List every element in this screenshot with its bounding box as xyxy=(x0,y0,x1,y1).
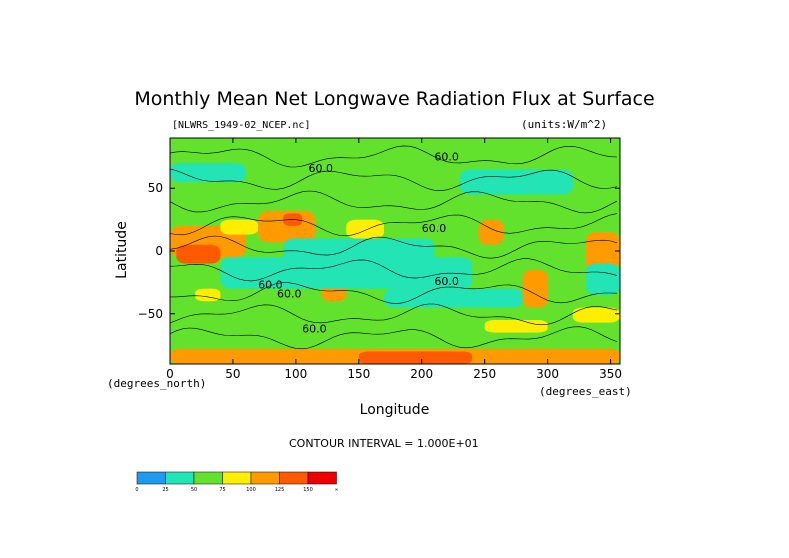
field-region xyxy=(459,169,573,195)
contour-line xyxy=(170,145,617,168)
y-tick-label: 0 xyxy=(155,244,163,258)
contour-label: 60.0 xyxy=(277,287,302,300)
x-tick-label: 150 xyxy=(347,367,370,381)
colorbar-label: 150 xyxy=(303,487,313,493)
colorbar-swatch xyxy=(222,471,252,485)
contour-line xyxy=(170,326,618,350)
file-label: [NLWRS_1949-02_NCEP.nc] xyxy=(172,120,311,131)
x-tick-label: 250 xyxy=(473,367,496,381)
contour-line xyxy=(170,235,617,259)
x-tick-label: 350 xyxy=(599,367,622,381)
field-region xyxy=(478,219,504,245)
x-tick-label: 50 xyxy=(225,367,240,381)
field-region xyxy=(176,244,221,264)
units-label: (units:W/m^2) xyxy=(521,118,608,131)
x-tick-label: 300 xyxy=(536,367,559,381)
field-region xyxy=(585,232,620,270)
field-region xyxy=(220,257,473,289)
contour-label: 60.0 xyxy=(434,275,459,288)
contour-line xyxy=(170,168,617,192)
field-region xyxy=(170,163,246,182)
field-region xyxy=(522,269,548,308)
x-axis-label: Longitude xyxy=(0,402,789,418)
field-region xyxy=(484,320,548,333)
x-tick-label: 100 xyxy=(284,367,307,381)
contour-label: 60.0 xyxy=(308,162,333,175)
colorbar-label: 0 xyxy=(135,487,138,493)
colorbar-label: 125 xyxy=(275,487,285,493)
colorbar-swatch xyxy=(250,471,280,485)
colorbar-swatch xyxy=(165,471,195,485)
contour-label: 60.0 xyxy=(434,151,459,164)
x-tick-label: 200 xyxy=(410,367,433,381)
contour-label: 60.0 xyxy=(422,222,447,235)
contour-line xyxy=(170,190,618,214)
field-region xyxy=(346,219,384,239)
field-region xyxy=(585,263,620,295)
contour-label: 60.0 xyxy=(302,323,327,336)
field-region xyxy=(220,219,259,235)
field-region xyxy=(195,288,221,302)
contour-line xyxy=(170,303,617,326)
colorbar-label: ∞ xyxy=(334,487,338,493)
y-tick-label: 50 xyxy=(148,181,163,195)
contour-line xyxy=(170,213,617,237)
colorbar-swatch xyxy=(193,471,223,485)
chart-title: Monthly Mean Net Longwave Radiation Flux… xyxy=(134,88,655,110)
colorbar-label: 75 xyxy=(219,487,225,493)
x-tick-label: 0 xyxy=(166,367,174,381)
field-region xyxy=(170,138,620,149)
colorbar-label: 25 xyxy=(162,487,168,493)
colorbar-label: 50 xyxy=(191,487,197,493)
colorbar-swatch xyxy=(279,471,309,485)
x-axis-label-text: Longitude xyxy=(359,402,430,418)
x-unit-label: (degrees_east) xyxy=(539,385,632,398)
colorbar-label: 100 xyxy=(246,487,256,493)
y-unit-label: (degrees_north) xyxy=(107,377,207,390)
y-tick-label: −50 xyxy=(138,307,163,321)
colorbar-swatch xyxy=(136,471,166,485)
contour-label: 60.0 xyxy=(258,279,283,292)
contour-interval-label: CONTOUR INTERVAL = 1.000E+01 xyxy=(289,437,479,450)
field-region xyxy=(572,307,620,323)
contour-line xyxy=(170,258,617,282)
contour-line xyxy=(170,282,617,304)
field-region xyxy=(383,288,523,308)
colorbar-swatch xyxy=(307,471,337,485)
field-region xyxy=(358,351,473,364)
